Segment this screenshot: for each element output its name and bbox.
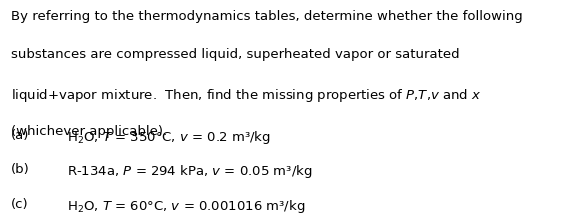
Text: (a): (a) xyxy=(11,129,29,142)
Text: (whichever applicable).: (whichever applicable). xyxy=(11,125,167,138)
Text: (c): (c) xyxy=(11,198,28,211)
Text: liquid+vapor mixture.  Then, find the missing properties of $P$,$T$,$v$ and $x$: liquid+vapor mixture. Then, find the mis… xyxy=(11,87,481,104)
Text: substances are compressed liquid, superheated vapor or saturated: substances are compressed liquid, superh… xyxy=(11,48,459,61)
Text: By referring to the thermodynamics tables, determine whether the following: By referring to the thermodynamics table… xyxy=(11,10,522,23)
Text: $\mathregular{H_2O}$, $T$ = 60°C, $v$ = 0.001016 m³/kg: $\mathregular{H_2O}$, $T$ = 60°C, $v$ = … xyxy=(67,198,305,215)
Text: R-134a, $P$ = 294 kPa, $v$ = 0.05 m³/kg: R-134a, $P$ = 294 kPa, $v$ = 0.05 m³/kg xyxy=(67,163,313,180)
Text: $\mathregular{H_2O}$, $T$ = 350°C, $v$ = 0.2 m³/kg: $\mathregular{H_2O}$, $T$ = 350°C, $v$ =… xyxy=(67,129,271,146)
Text: (b): (b) xyxy=(11,163,29,176)
